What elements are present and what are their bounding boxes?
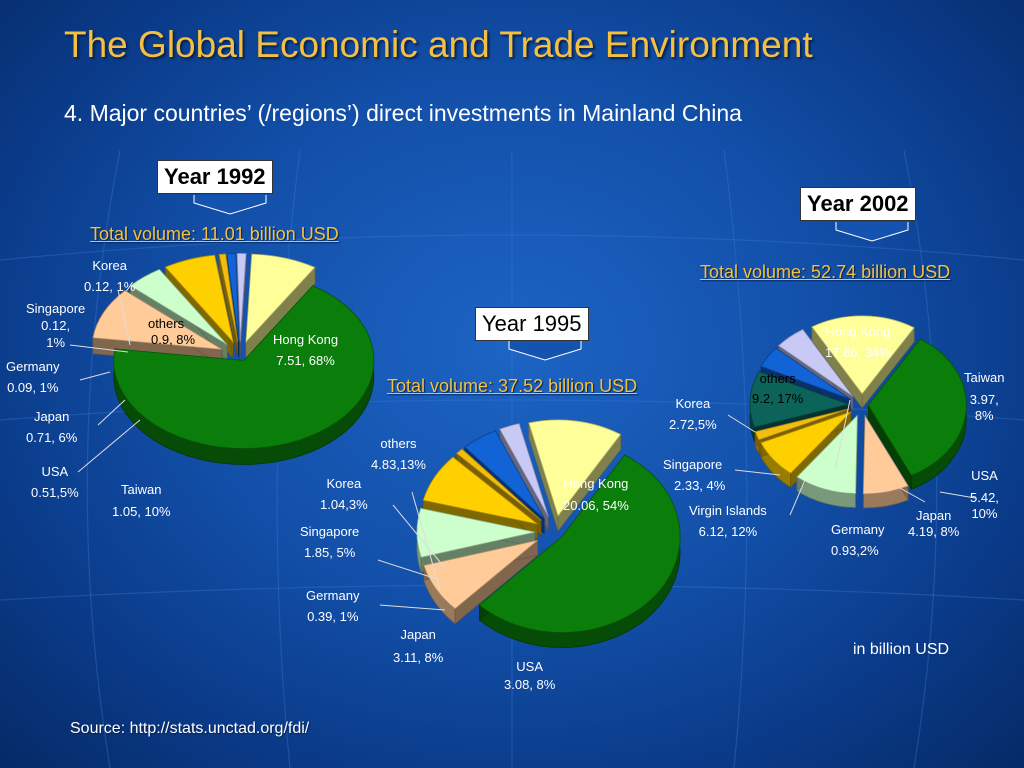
pie-slice-korea — [236, 253, 247, 358]
pie-slice-germany — [218, 253, 239, 358]
down-arrow-icon — [508, 341, 582, 361]
label-korea-2002: Korea 2.72,5% — [669, 396, 717, 432]
page-subtitle: 4. Major countries’ (/regions’) direct i… — [64, 100, 742, 126]
down-arrow-icon — [835, 222, 909, 242]
year-label-1992: Year 1992 — [157, 160, 273, 194]
label-usa-1995: USA 3.08, 8% — [504, 659, 556, 692]
year-label-2002: Year 2002 — [800, 187, 916, 221]
label-japan-2002: Japan 4.19, 8% — [908, 508, 960, 539]
label-germany-1992: Germany 0.09, 1% — [6, 359, 60, 395]
pie-slice-hong-kong — [478, 454, 681, 648]
pie-slice-others — [811, 315, 915, 409]
unit-note: in billion USD — [853, 641, 950, 658]
label-hongkong-2002: Hong Kong 17.86, 34% — [825, 324, 891, 360]
label-usa-2002: USA 5.42, 10% — [970, 468, 999, 521]
label-japan-1995: Japan 3.11, 8% — [393, 627, 444, 665]
pie-slice-others — [245, 253, 316, 359]
label-taiwan-1992: Taiwan 1.05, 10% — [112, 482, 171, 519]
source-citation: Source: http://stats.unctad.org/fdi/ — [70, 720, 310, 737]
label-usa-1992: USA 0.51,5% — [31, 464, 79, 500]
label-taiwan-2002: Taiwan 3.97, 8% — [964, 370, 1005, 423]
label-korea-1992: Korea 0.12, 1% — [84, 258, 136, 294]
label-germany-2002: Germany 0.93,2% — [831, 522, 885, 558]
label-others-1995: others 4.83,13% — [371, 436, 426, 472]
label-others-1992: others 0.9, 8% — [147, 316, 196, 347]
pie-slice-hong-kong — [867, 338, 967, 491]
label-singapore-1995: Singapore 1.85, 5% — [300, 524, 360, 560]
label-hongkong-1995: Hong Kong 20.06, 54% — [563, 476, 629, 513]
label-singapore-1992: Singapore 0.12, 1% — [26, 301, 86, 350]
pie-slice-others — [528, 419, 622, 532]
page-title: The Global Economic and Trade Environmen… — [64, 24, 813, 65]
label-singapore-2002: Singapore 2.33, 4% — [663, 457, 726, 493]
year-label-1995: Year 1995 — [475, 307, 589, 341]
pie-slice-hong-kong — [113, 285, 375, 465]
total-volume-1995: Total volume: 37.52 billion USD — [387, 376, 638, 396]
total-volume-2002: Total volume: 52.74 billion USD — [700, 262, 951, 282]
label-japan-1992: Japan 0.71, 6% — [26, 409, 78, 445]
label-hongkong-1992: Hong Kong 7.51, 68% — [273, 332, 339, 368]
label-korea-1995: Korea 1.04,3% — [320, 476, 368, 512]
label-others-2002: others 9.2, 17% — [752, 371, 804, 406]
label-virgin-islands-2002: Virgin Islands 6.12, 12% — [689, 503, 767, 539]
total-volume-1992: Total volume: 11.01 billion USD — [90, 224, 339, 244]
label-germany-1995: Germany 0.39, 1% — [306, 588, 360, 624]
pie-slice-japan — [422, 456, 538, 540]
pie-slice-taiwan — [423, 539, 539, 625]
pie-slice-taiwan — [862, 414, 909, 509]
down-arrow-icon — [193, 195, 267, 215]
